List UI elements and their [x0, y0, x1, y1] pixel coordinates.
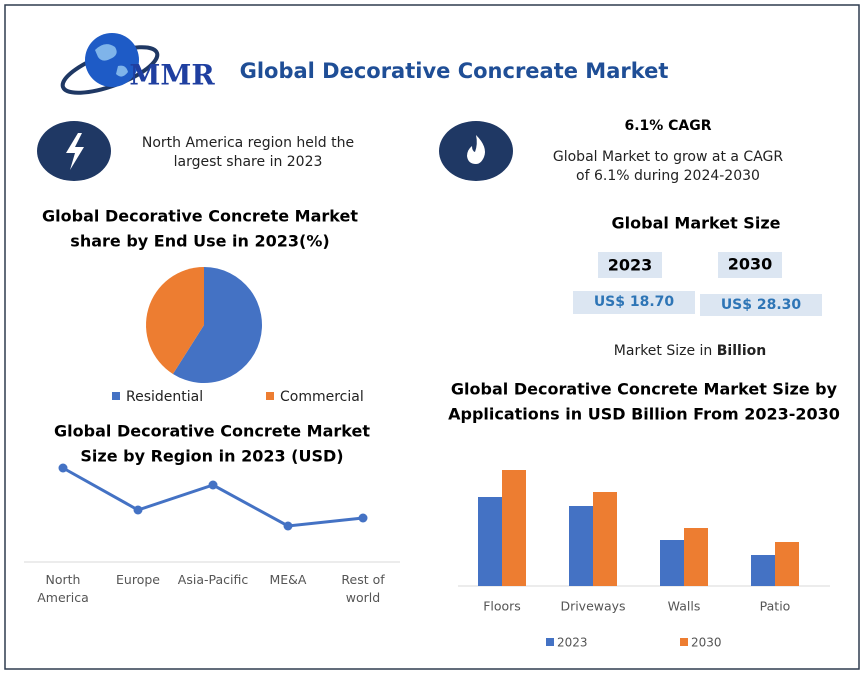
chart-title: Global Decorative Concrete Market Size b… [451, 380, 838, 399]
x-tick-label: Floors [483, 599, 521, 614]
bar [478, 497, 502, 586]
size-value: US$ 18.70 [594, 294, 675, 310]
year: 2030 [728, 255, 773, 274]
bar [751, 555, 775, 586]
bolt [66, 133, 84, 170]
legend-swatch [680, 638, 688, 646]
x-tick-label: Driveways [560, 599, 625, 614]
x-tick-label: Europe [116, 572, 160, 587]
frame [4, 4, 860, 670]
chart-title: share by End Use in 2023(%) [70, 232, 329, 251]
size-note: Market Size in Billion [614, 343, 766, 359]
chart-title: Global Decorative Concrete Market [54, 422, 370, 441]
year-box [598, 252, 662, 278]
size-value: US$ 28.30 [721, 297, 802, 313]
x-tick-label: Walls [668, 599, 701, 614]
point [283, 521, 293, 531]
pie-slice [172, 267, 263, 383]
x-tick-label: Rest of world [341, 572, 385, 605]
logo: MMR [60, 33, 215, 95]
point [133, 505, 143, 515]
cagr-line: of 6.1% during 2024-2030 [576, 168, 760, 184]
legend-swatch [266, 392, 274, 400]
point [358, 513, 368, 523]
x-tick-label: North America [37, 572, 89, 605]
line [62, 466, 364, 528]
note-line: North America region held the [142, 135, 354, 151]
cagr-line: Global Market to grow at a CAGR [553, 149, 783, 165]
legend-swatch [546, 638, 554, 646]
value-box [700, 294, 822, 316]
bar [502, 470, 526, 586]
bar [684, 528, 708, 586]
point [58, 463, 68, 473]
bar [775, 542, 799, 586]
page-title: Global Decorative Concreate Market [240, 59, 669, 83]
chart-title: Global Decorative Concrete Market [42, 207, 358, 226]
size-unit: Billion [717, 343, 766, 359]
x-tick-label: Patio [760, 599, 791, 614]
x-tick-label: ME&A [269, 572, 307, 587]
bar [593, 492, 617, 586]
year-box [718, 252, 782, 278]
value-box [573, 291, 695, 314]
legend-label: 2023 [557, 636, 588, 650]
year: 2023 [608, 256, 653, 275]
bar [660, 540, 684, 586]
flame [467, 135, 485, 164]
bar [569, 506, 593, 586]
legend-label: Commercial [280, 389, 364, 405]
logo-text: MMR [129, 59, 215, 92]
chart-title: Applications in USD Billion From 2023-20… [448, 405, 840, 424]
legend-label: Residential [126, 389, 203, 405]
legend-swatch [112, 392, 120, 400]
note-line: largest share in 2023 [174, 154, 323, 170]
market-size-title: Global Market Size [612, 214, 781, 233]
chart-title: Size by Region in 2023 (USD) [80, 447, 343, 466]
legend-label: 2030 [691, 636, 722, 650]
pie-slice [146, 267, 204, 374]
point [208, 480, 218, 490]
size-note-text: Market Size in [614, 343, 713, 359]
cagr-title: 6.1% CAGR [624, 118, 711, 134]
x-tick-label: Asia-Pacific [177, 572, 249, 587]
